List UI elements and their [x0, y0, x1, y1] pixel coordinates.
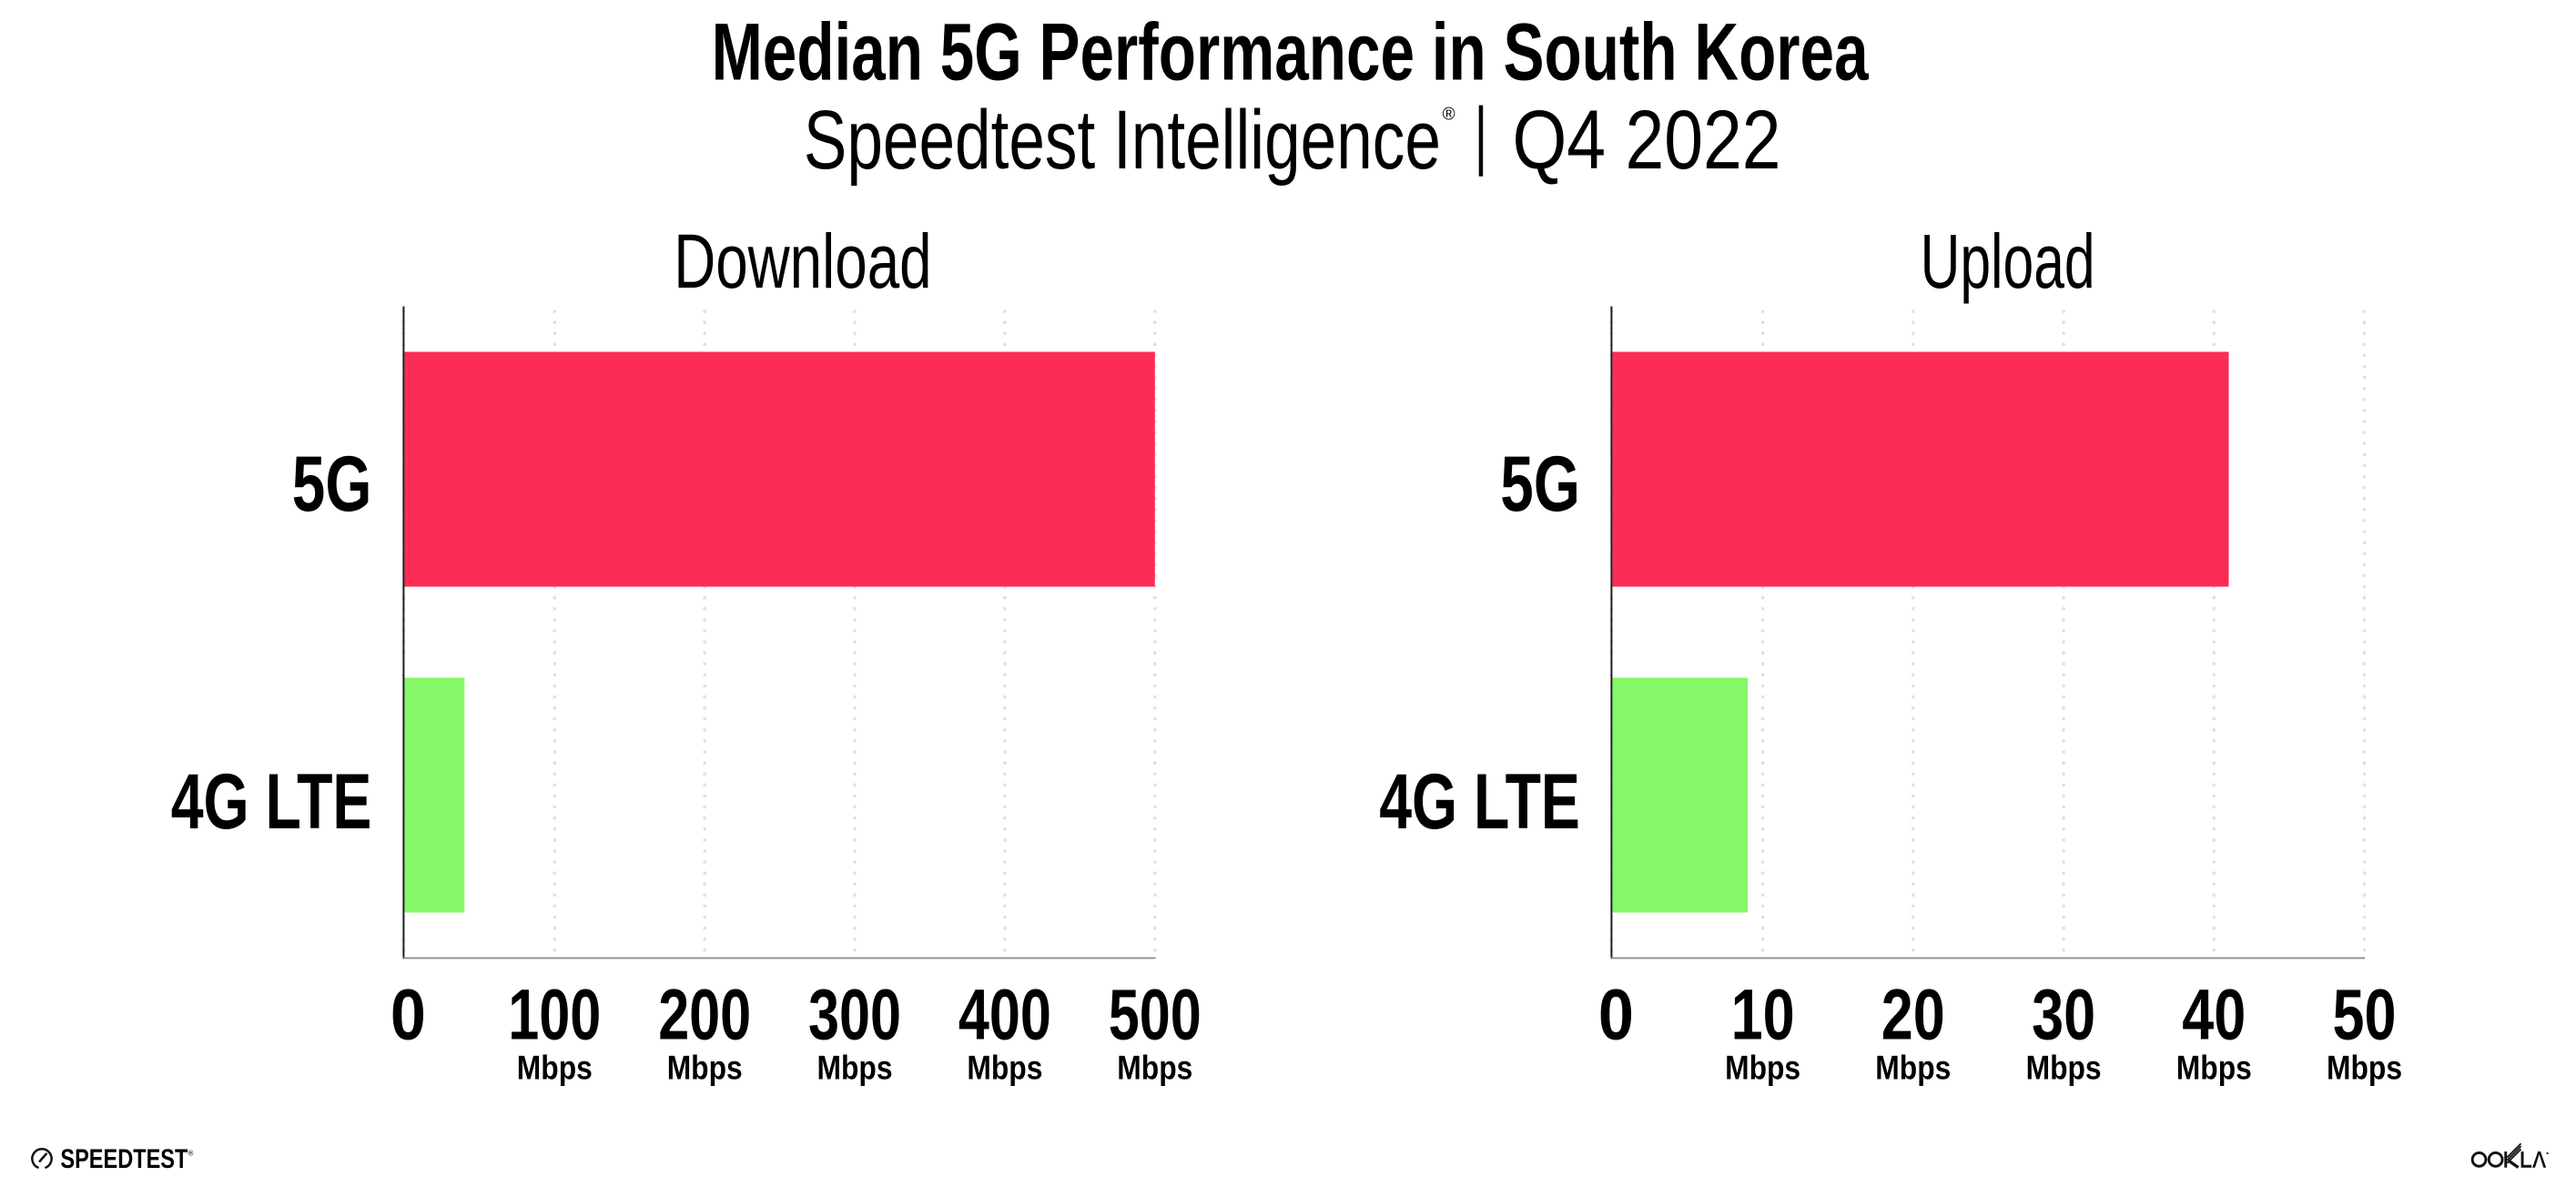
svg-text:Mbps: Mbps [967, 1050, 1042, 1087]
svg-text:Mbps: Mbps [1725, 1050, 1800, 1087]
svg-text:5G: 5G [292, 441, 372, 528]
svg-text:50: 50 [2333, 975, 2397, 1055]
svg-text:Download: Download [674, 218, 931, 304]
svg-text:4G LTE: 4G LTE [1379, 758, 1580, 846]
svg-text:Mbps: Mbps [2327, 1050, 2402, 1087]
svg-text:Median 5G Performance in South: Median 5G Performance in South Korea [712, 5, 1870, 96]
svg-text:10: 10 [1731, 975, 1795, 1055]
svg-text:Mbps: Mbps [1117, 1050, 1192, 1087]
svg-text:®: ® [188, 1150, 194, 1158]
svg-text:20: 20 [1881, 975, 1945, 1055]
svg-text:Mbps: Mbps [667, 1050, 743, 1087]
svg-text:40: 40 [2182, 975, 2246, 1055]
svg-text:4G LTE: 4G LTE [171, 758, 372, 846]
svg-text:30: 30 [2032, 975, 2095, 1055]
svg-text:Mbps: Mbps [1875, 1050, 1951, 1087]
svg-text:300: 300 [808, 975, 901, 1055]
svg-text:Mbps: Mbps [517, 1050, 593, 1087]
svg-text:Mbps: Mbps [2026, 1050, 2102, 1087]
svg-text:200: 200 [658, 975, 751, 1055]
svg-text:400: 400 [958, 975, 1051, 1055]
svg-text:Mbps: Mbps [817, 1050, 893, 1087]
svg-text:Speedtest Intelligence: Speedtest Intelligence [804, 92, 1441, 187]
svg-text:Mbps: Mbps [2176, 1050, 2252, 1087]
svg-text:Upload: Upload [1921, 218, 2095, 304]
svg-text:5G: 5G [1500, 441, 1580, 528]
svg-text:500: 500 [1109, 975, 1202, 1055]
svg-text:Q4 2022: Q4 2022 [1513, 92, 1781, 187]
svg-text:100: 100 [508, 975, 601, 1055]
svg-text:0: 0 [390, 975, 426, 1055]
svg-text:®: ® [1443, 106, 1455, 125]
svg-text:SPEEDTEST: SPEEDTEST [60, 1144, 188, 1174]
svg-text:0: 0 [1598, 975, 1634, 1055]
